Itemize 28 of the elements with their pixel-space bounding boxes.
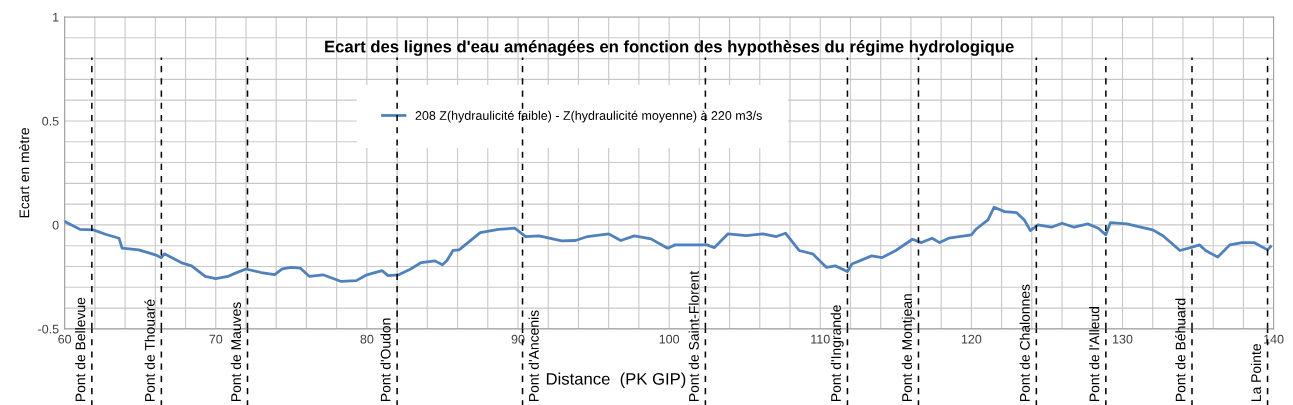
x-tick-label: 140 (1264, 334, 1284, 344)
x-tick-label: 110 (811, 334, 830, 344)
x-tick-label: 90 (511, 334, 525, 344)
x-axis-title: Distance (PK GIP) (546, 372, 686, 389)
ref-line-label: Pont de Béhuard (1175, 298, 1186, 402)
ref-line-label: Pont de l'Alleud (1089, 306, 1100, 402)
y-axis-title: Ecart en mètre (18, 128, 30, 218)
ref-line-label: Pont d'Ingrande (830, 305, 844, 402)
text: Ecart des lignes d'eau aménagées en fonction des hypothèses du régime hydrologique (325, 40, 1014, 56)
x-tick-label: 120 (961, 334, 982, 344)
y-tick-label: 0.5 (42, 116, 59, 126)
ref-line-label: Pont de Mauves (230, 302, 241, 402)
ref-line-label: Pont de Saint-Florent (688, 271, 699, 402)
ref-line-label: Pont de Bellevue (75, 297, 86, 402)
y-tick-label: -0.5 (38, 324, 59, 334)
ref-line-label: Pont d'Ancenis (528, 310, 539, 402)
ref-line-label: Pont d'Oudon (380, 318, 391, 402)
x-tick-label: 130 (1113, 334, 1133, 344)
x-tick-label: 100 (659, 334, 680, 344)
y-tick-label: 0 (52, 220, 59, 230)
x-tick-label: 70 (209, 334, 223, 344)
ref-line-label: Pont de Chalonnes (1019, 284, 1030, 402)
x-tick-label: 60 (58, 334, 72, 344)
ref-line-label: Pont de Montjean (901, 294, 915, 402)
y-tick-label: 1 (53, 12, 59, 22)
ref-line-label: La Pointe (1250, 344, 1262, 402)
x-tick-label: 80 (360, 334, 374, 344)
ref-line-label: Pont de Thouaré (144, 299, 155, 402)
